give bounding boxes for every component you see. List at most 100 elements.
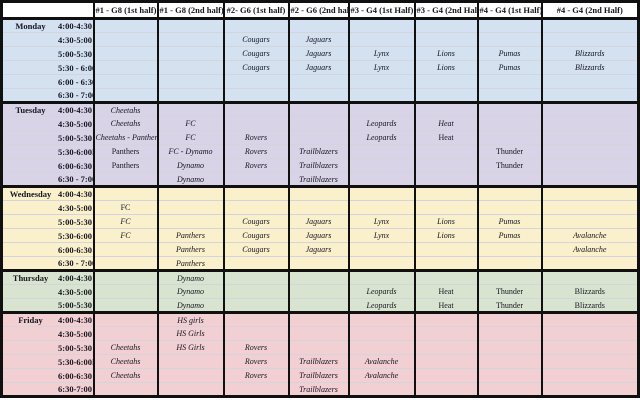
schedule-row: 6:00 - 6:30 PM xyxy=(1,74,639,89)
time-slot-label: 5:30 - 6:00 PM xyxy=(58,62,94,73)
schedule-row: 5:00-5:30 PMFC CougarsJaguarsLynxLionsPum… xyxy=(1,214,639,229)
schedule-row: 6:30 - 7:00 PM Dynamo Trailblazers xyxy=(1,172,639,187)
schedule-cell xyxy=(92,60,158,75)
schedule-row: 5:30-6:00 PMFCPanthersCougarsJaguarsLynx… xyxy=(1,228,639,243)
row-header: Wednesday 4:00-4:30 PM xyxy=(1,185,94,201)
schedule-cell: Lions xyxy=(413,214,478,229)
schedule-cell: Heat xyxy=(413,298,478,313)
schedule-cell xyxy=(540,74,639,89)
time-slot-label: 6:00-6:30 PM xyxy=(58,370,94,381)
schedule-cell xyxy=(540,269,639,285)
schedule-cell: Cougars xyxy=(222,214,289,229)
schedule-cell xyxy=(347,101,415,117)
schedule-cell xyxy=(413,172,478,187)
day-label: Wednesday xyxy=(9,189,52,200)
schedule-cell xyxy=(156,200,224,215)
schedule-cell xyxy=(347,311,415,327)
time-slot-label: 6:00 - 6:30 PM xyxy=(58,76,94,87)
schedule-cell xyxy=(347,74,415,89)
schedule-cell: Rovers xyxy=(222,368,289,383)
schedule-cell: Dynamo xyxy=(156,284,224,299)
schedule-cell xyxy=(476,74,542,89)
row-header: Friday 4:00-4:30 PM xyxy=(1,311,94,327)
schedule-cell xyxy=(156,46,224,61)
row-header: 5:30 - 6:00 PM xyxy=(1,60,94,75)
schedule-cell xyxy=(347,185,415,201)
row-header: 6:30-7:00 PM xyxy=(1,382,94,397)
schedule-cell xyxy=(540,311,639,327)
time-slot-label: 5:00-5:30 PM xyxy=(58,132,94,143)
schedule-cell xyxy=(287,17,349,33)
schedule-cell xyxy=(540,214,639,229)
schedule-cell: FC xyxy=(92,228,158,243)
time-slot-label: 4:00-4:30 PM xyxy=(58,21,94,32)
schedule-cell: Avalanche xyxy=(540,242,639,257)
schedule-cell: Jaguars xyxy=(287,214,349,229)
schedule-cell xyxy=(222,116,289,131)
schedule-cell xyxy=(347,17,415,33)
schedule-cell: Panthers xyxy=(156,228,224,243)
time-slot-label: 4:00-4:30 PM xyxy=(58,273,94,284)
schedule-cell: Cheetahs - Panthers xyxy=(92,130,158,145)
schedule-cell xyxy=(413,144,478,159)
schedule-cell xyxy=(156,354,224,369)
schedule-cell xyxy=(92,256,158,271)
time-slot-label: 4:30-5:00 PM xyxy=(58,202,94,213)
row-header: Tuesday 4:00-4:30 PM xyxy=(1,101,94,117)
schedule-cell xyxy=(287,200,349,215)
schedule-cell: Avalanche xyxy=(540,228,639,243)
schedule-cell xyxy=(92,185,158,201)
schedule-cell: Cheetahs xyxy=(92,368,158,383)
schedule-cell: Lions xyxy=(413,46,478,61)
schedule-cell xyxy=(540,185,639,201)
schedule-cell: Dynamo xyxy=(156,158,224,173)
schedule-cell: Heat xyxy=(413,116,478,131)
schedule-cell: Pumas xyxy=(476,228,542,243)
row-header: 6:30 - 7:00 PM xyxy=(1,256,94,271)
schedule-cell: FC xyxy=(92,214,158,229)
schedule-cell xyxy=(222,101,289,117)
schedule-cell xyxy=(476,382,542,397)
schedule-cell xyxy=(287,185,349,201)
schedule-cell: Rovers xyxy=(222,340,289,355)
schedule-cell: Jaguars xyxy=(287,228,349,243)
schedule-cell xyxy=(156,382,224,397)
schedule-cell xyxy=(476,130,542,145)
schedule-cell xyxy=(413,340,478,355)
time-slot-label: 6:30-7:00 PM xyxy=(58,384,94,394)
schedule-cell xyxy=(413,382,478,397)
schedule-cell xyxy=(347,382,415,397)
schedule-row: 4:30-5:00 PM Dynamo LeopardsHeatThunderBli… xyxy=(1,284,639,299)
schedule-cell xyxy=(413,368,478,383)
schedule-cell xyxy=(287,116,349,131)
schedule-cell xyxy=(476,200,542,215)
schedule-cell: Lynx xyxy=(347,60,415,75)
schedule-cell xyxy=(92,298,158,313)
schedule-cell xyxy=(92,32,158,47)
time-slot-label: 4:30-5:00 PM xyxy=(58,286,94,297)
schedule-cell: Jaguars xyxy=(287,242,349,257)
schedule-cell xyxy=(540,354,639,369)
schedule-cell xyxy=(413,256,478,271)
schedule-row: 5:00-5:30 PM Dynamo LeopardsHeatThunderBli… xyxy=(1,298,639,313)
schedule-cell xyxy=(222,382,289,397)
schedule-row: Tuesday 4:00-4:30 PMCheetahs xyxy=(1,101,639,117)
row-header: 6:30 - 7:00 PM xyxy=(1,172,94,187)
schedule-cell: Cougars xyxy=(222,32,289,47)
schedule-cell xyxy=(540,130,639,145)
time-slot-label: 6:30 - 7:00 PM xyxy=(58,90,94,100)
time-slot-label: 5:30-6:00PM xyxy=(58,356,94,367)
schedule-row: 6:00-6:30 PMCheetahs RoversTrailblazersAv… xyxy=(1,368,639,383)
schedule-cell xyxy=(540,256,639,271)
day-label: Monday xyxy=(15,21,46,32)
column-header-field1-second-half: #1 - G8 (2nd half) xyxy=(156,1,224,20)
schedule-cell xyxy=(476,354,542,369)
schedule-cell xyxy=(222,88,289,103)
schedule-cell xyxy=(347,200,415,215)
schedule-cell: Heat xyxy=(413,284,478,299)
schedule-cell xyxy=(287,101,349,117)
schedule-row: 5:00-5:30 PM CougarsJaguarsLynxLionsPumas… xyxy=(1,46,639,61)
row-header: Monday 4:00-4:30 PM xyxy=(1,17,94,33)
row-header: 5:00-5:30 PM xyxy=(1,298,94,313)
